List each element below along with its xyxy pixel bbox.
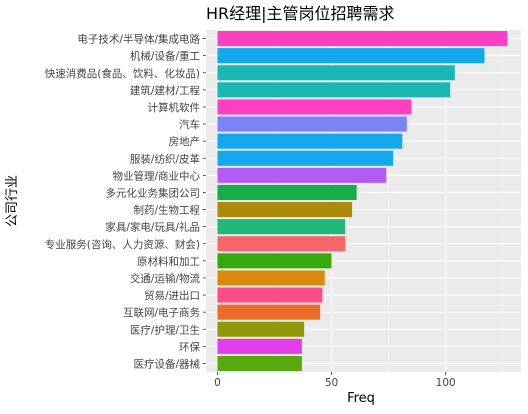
y-tick-label: 家具/家电/玩具/礼品 <box>105 221 200 234</box>
y-tick-label: 机械/设备/重工 <box>130 50 200 63</box>
x-tick-labels: 0 50 100 <box>214 372 456 389</box>
y-tick-label: 汽车 <box>179 118 200 131</box>
bar <box>217 150 394 166</box>
bar <box>217 184 357 200</box>
bar <box>217 99 412 115</box>
y-tick-label: 计算机软件 <box>148 101 201 114</box>
y-axis-title: 公司行业 <box>5 175 20 227</box>
bar <box>217 338 302 354</box>
chart-title: HR经理|主管岗位招聘需求 <box>206 4 395 23</box>
y-tick-label: 制药/生物工程 <box>133 204 200 217</box>
bar <box>217 287 323 303</box>
bar <box>217 167 387 183</box>
bar <box>217 82 451 98</box>
y-tick-label: 快速消费品(食品、饮料、化妆品) <box>45 67 200 80</box>
bar <box>217 48 485 64</box>
y-tick-label: 物业管理/商业中心 <box>112 169 200 182</box>
bar <box>217 236 346 252</box>
x-tick-label: 0 <box>214 377 221 389</box>
y-tick-label: 交通/运输/物流 <box>130 272 201 285</box>
bar <box>217 133 403 149</box>
bar <box>217 116 407 132</box>
bar <box>217 304 321 320</box>
y-tick-label: 专业服务(咨询、人力资源、财会) <box>45 238 200 251</box>
y-tick-label: 贸易/进出口 <box>144 289 200 302</box>
bar <box>217 202 353 218</box>
bar <box>217 65 455 81</box>
bar <box>217 253 332 269</box>
bar <box>217 31 508 47</box>
bar <box>217 321 305 337</box>
bar <box>217 219 346 235</box>
y-tick-label: 医疗/护理/卫生 <box>130 323 200 336</box>
x-axis-title: Freq <box>347 391 375 406</box>
x-tick-label: 100 <box>436 377 456 389</box>
y-tick-label: 房地产 <box>169 135 201 148</box>
bar <box>217 270 325 286</box>
y-tick-label: 服装/纺织/皮革 <box>130 152 200 165</box>
y-tick-label: 医疗设备/器械 <box>133 357 200 370</box>
y-tick-label: 互联网/电子商务 <box>123 306 201 319</box>
y-tick-label: 环保 <box>179 340 200 353</box>
bars-group <box>217 31 508 371</box>
y-tick-label: 电子技术/半导体/集成电路 <box>77 33 200 46</box>
x-tick-label: 50 <box>325 377 338 389</box>
y-tick-label: 建筑/建材/工程 <box>130 84 201 97</box>
plot-panel <box>206 30 521 372</box>
bar <box>217 355 302 371</box>
y-tick-label: 多元化业务集团公司 <box>106 186 201 199</box>
y-tick-label: 原材料和加工 <box>137 255 200 268</box>
